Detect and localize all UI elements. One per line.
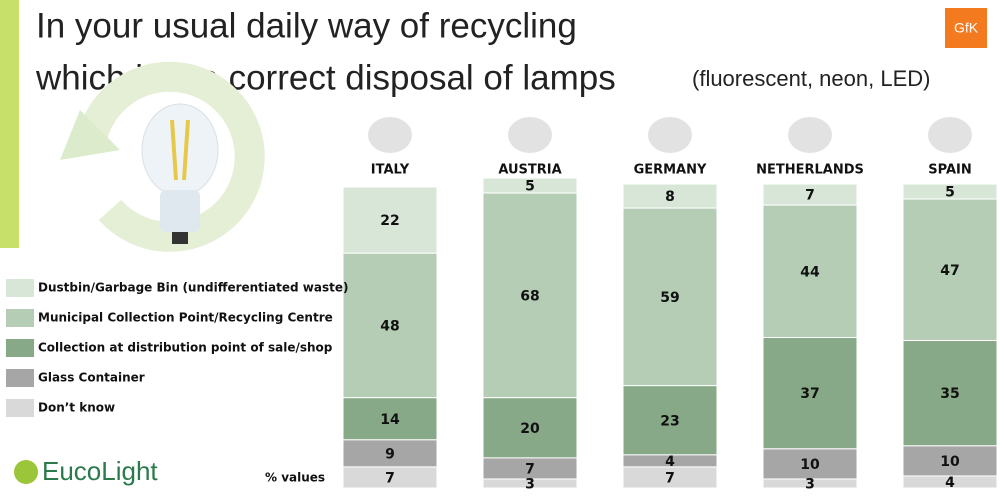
legend-label: Glass Container [38,371,145,385]
data-label: 22 [380,213,399,229]
bar-segment [902,340,998,447]
lamp-icon [60,61,265,252]
data-label: 7 [805,188,815,204]
data-label: 4 [945,475,955,491]
data-label: 35 [940,386,959,402]
country-map [648,117,692,153]
bar-segment [482,192,578,399]
legend-swatch [6,399,34,417]
data-label: 59 [660,290,679,306]
bar-segment [762,337,858,450]
x-tick-label: ITALY [371,163,410,178]
data-label: 37 [800,386,819,402]
bar-segment [342,252,438,399]
data-label: 7 [665,470,675,486]
legend-label: Collection at distribution point of sale… [38,341,333,355]
eucolight-text: EucoLight [42,456,158,486]
data-label: 47 [940,263,959,279]
bar-segment [622,207,718,387]
data-label: 3 [805,476,815,492]
data-label: 68 [520,288,539,304]
eucolight-logo: EucoLight [14,456,158,486]
title-line: In your usual daily way of recycling [36,6,577,45]
data-label: 5 [945,185,955,201]
legend-swatch [6,369,34,387]
country-map [788,117,832,153]
x-tick-label: AUSTRIA [498,163,561,178]
data-label: 14 [380,412,400,428]
data-label: 5 [525,179,535,195]
bar-segment [342,466,438,489]
data-label: 4 [665,454,675,470]
data-label: 10 [940,454,960,470]
bar-segment [622,466,718,489]
bar-segment [902,198,998,342]
data-label: 7 [525,461,535,477]
legend-label: Municipal Collection Point/Recycling Cen… [38,311,333,325]
bar-segment [762,204,858,339]
bar-segment [902,475,998,489]
data-label: 10 [800,457,820,473]
bar-segment [762,478,858,489]
accent-bar [0,0,19,248]
note: % values [265,471,325,485]
gfk-logo: GfK [954,20,979,36]
bar-segment [622,385,718,456]
data-label: 7 [385,470,395,486]
bar-segment [482,397,578,459]
data-label: 44 [800,264,820,280]
bar-segment [482,478,578,489]
data-label: 9 [385,446,395,462]
country-map [928,117,972,153]
bar-segment [622,183,718,209]
country-map [368,117,412,153]
x-tick-label: SPAIN [928,163,971,178]
country-map [508,117,552,153]
legend-label: Don’t know [38,401,115,415]
legend-swatch [6,339,34,357]
gfk-logo-box [945,8,987,48]
bar-segment [342,186,438,254]
data-label: 8 [665,189,675,205]
legend-swatch [6,279,34,297]
data-label: 23 [660,413,679,429]
legend-label: Dustbin/Garbage Bin (undifferentiated wa… [38,281,348,295]
data-label: 3 [525,476,535,492]
x-tick-label: NETHERLANDS [756,163,864,178]
data-label: 48 [380,318,399,334]
x-tick-label: GERMANY [634,163,707,178]
data-label: 20 [520,421,540,437]
legend-swatch [6,309,34,327]
bar-segment [902,445,998,477]
bar-segment [762,448,858,480]
subtitle: (fluorescent, neon, LED) [692,66,930,91]
